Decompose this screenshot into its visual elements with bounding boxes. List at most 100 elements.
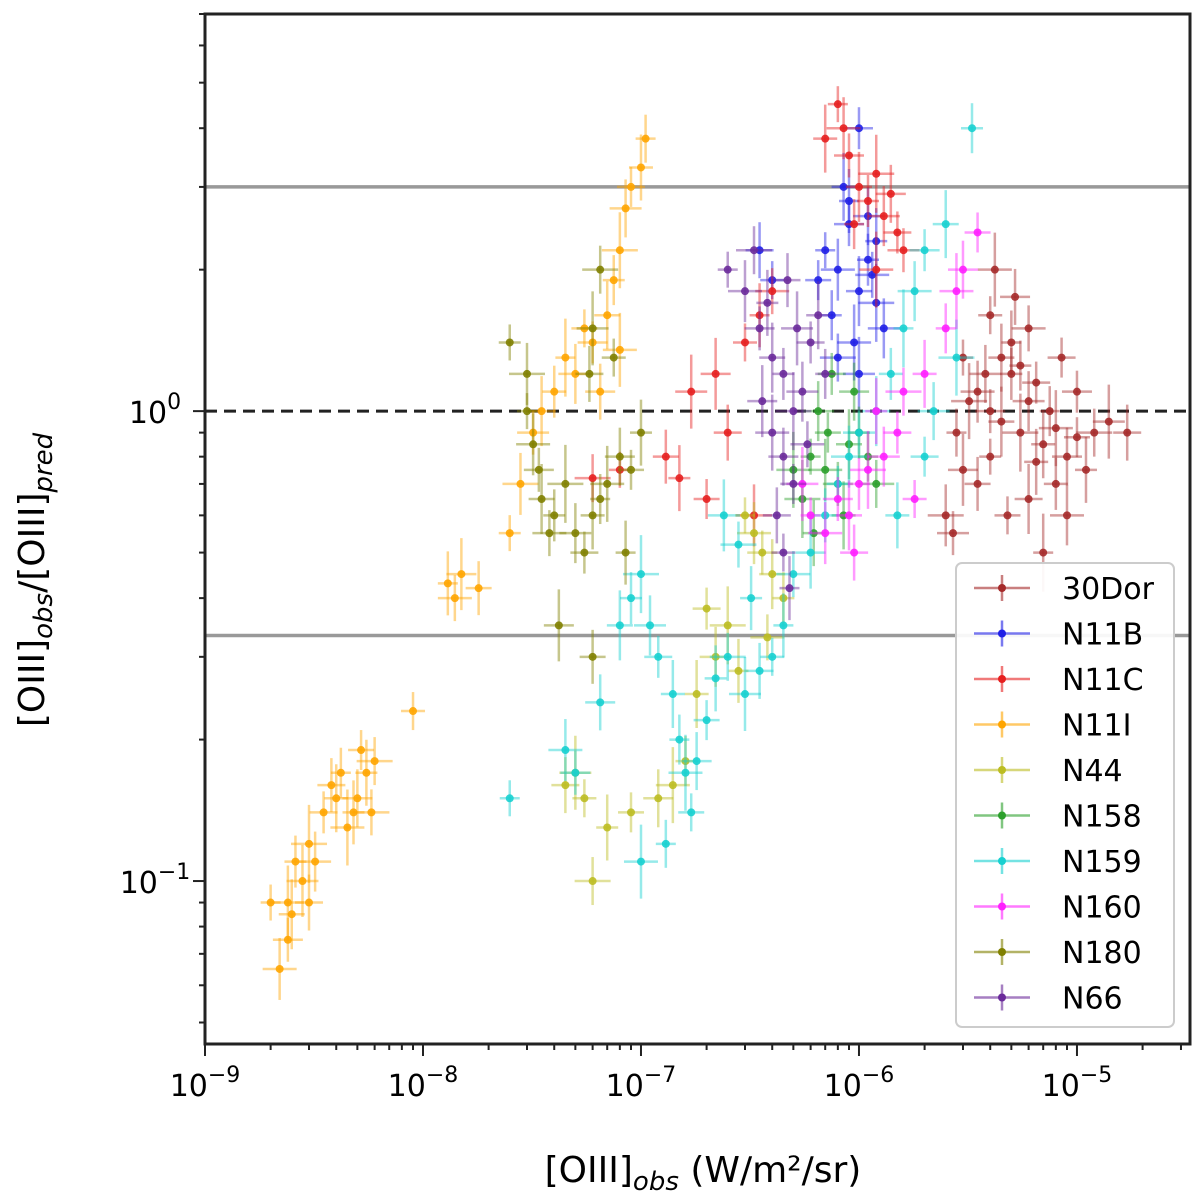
data-point [668,734,703,811]
data-point [727,260,762,323]
marker [723,428,732,437]
series-N180 [498,245,652,684]
legend-entry-N159: N159 [974,845,1142,880]
legend-label: N160 [1062,891,1142,926]
data-point [790,421,825,468]
marker [750,529,759,538]
data-point [644,635,673,678]
data-point [856,174,879,227]
data-point [839,362,870,421]
x-tick-label: 10−6 [824,1063,895,1104]
data-point [887,228,920,273]
data-point [768,427,799,486]
marker [474,584,483,593]
data-point [878,347,903,400]
marker [1039,440,1048,449]
marker [798,387,807,396]
data-point [1047,337,1076,378]
marker [863,212,872,221]
marker [561,479,570,488]
data-point [1000,347,1023,400]
marker [893,228,902,237]
data-point [717,251,738,288]
legend-swatch-marker [998,993,1006,1002]
data-point [291,804,328,883]
data-point [740,566,763,631]
marker [1081,465,1090,474]
data-point [643,769,674,828]
data-point [601,212,638,289]
marker [1051,424,1060,433]
marker [929,407,938,416]
marker [534,465,543,474]
marker [768,353,777,362]
data-point [681,732,712,791]
data-point [575,345,604,402]
marker [1016,361,1025,370]
data-point [1063,417,1090,458]
legend-entry-N66: N66 [974,982,1123,1017]
marker [646,621,655,630]
series-N66 [717,226,836,621]
marker [986,452,995,461]
x-tick-label: 10−9 [170,1063,241,1104]
marker [965,397,974,406]
data-point [609,179,642,238]
data-point [606,590,633,661]
data-point [737,502,772,565]
data-point [693,700,720,741]
marker [854,287,863,296]
legend-label: N11C [1062,663,1144,698]
data-point [947,240,978,299]
marker [854,369,863,378]
marker [793,324,802,333]
data-point [856,233,879,286]
data-point [1113,404,1142,461]
y-axis-label-a: [OIII] [12,639,53,727]
data-point [704,645,727,712]
y-tick-label: 10−1 [120,860,191,901]
data-point [969,344,1002,403]
marker [327,781,336,790]
marker [740,338,749,347]
legend-label: N180 [1062,936,1142,971]
marker [920,369,929,378]
data-point [774,253,801,308]
marker [893,428,902,437]
data-point [660,660,685,729]
marker [1024,324,1033,333]
data-point [1031,410,1056,479]
data-point [780,463,807,504]
marker [554,621,563,630]
data-point [827,86,848,123]
data-point [299,831,332,892]
data-point [709,632,746,681]
marker [537,407,546,416]
data-point [819,333,856,382]
data-point [594,281,621,350]
legend-label: N11B [1062,618,1143,653]
marker [367,808,376,817]
legend-swatch-marker [998,720,1006,729]
marker [973,228,982,237]
data-point [947,433,978,506]
marker [1007,369,1016,378]
data-point [865,378,888,445]
marker [952,428,961,437]
marker [343,823,352,832]
marker [821,134,830,143]
data-point [618,449,645,490]
marker [505,794,514,803]
marker [910,495,919,504]
data-point [859,231,894,308]
marker [723,265,732,274]
marker [941,511,950,520]
marker [615,246,624,255]
marker [627,594,636,603]
marker [1090,428,1099,437]
marker [814,276,823,285]
marker [872,479,881,488]
data-point [499,780,520,817]
marker [615,452,624,461]
marker [850,220,859,229]
